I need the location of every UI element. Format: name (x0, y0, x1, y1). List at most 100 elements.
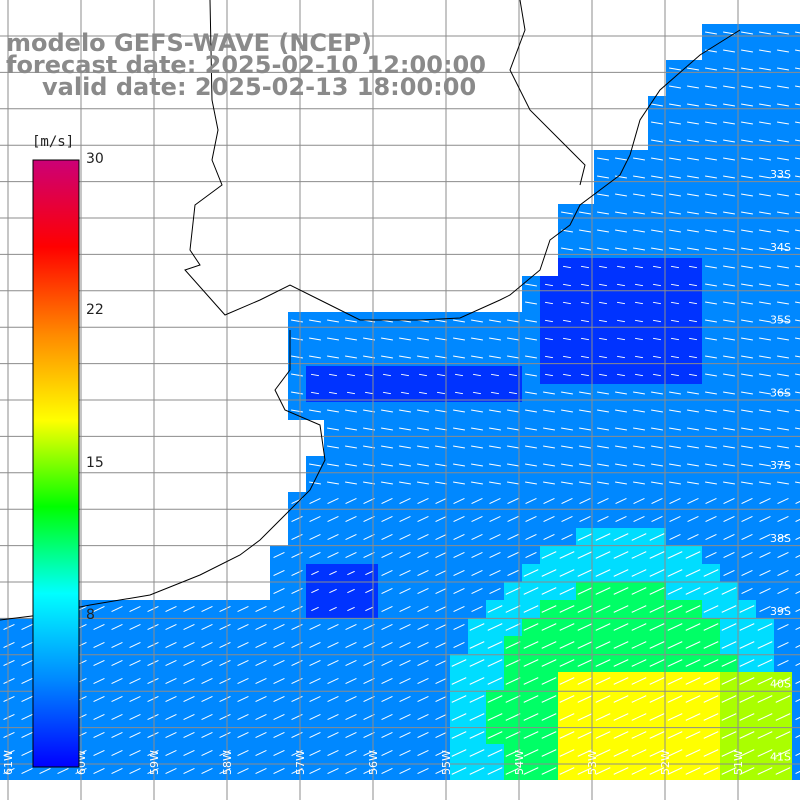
wind-arrow (3, 732, 15, 738)
wind-arrow (777, 85, 789, 89)
wind-arrow (469, 677, 485, 685)
wind-arrow (759, 49, 771, 53)
wind-arrow (399, 750, 411, 756)
wind-arrow (615, 157, 627, 161)
wind-arrow (381, 624, 393, 630)
wind-arrow (595, 569, 611, 577)
wind-arrow (273, 768, 285, 774)
wind-arrow (523, 623, 539, 631)
wind-arrow (613, 587, 629, 595)
wind-arrow (487, 677, 503, 685)
wind-arrow (417, 516, 429, 522)
wind-arrow (705, 67, 717, 71)
wind-speed-cells (0, 24, 800, 780)
wind-arrow (651, 229, 663, 233)
wind-arrow (505, 677, 521, 685)
wind-cell (792, 456, 800, 474)
wind-arrow (327, 463, 339, 467)
wind-arrow (505, 731, 521, 739)
wind-arrow (795, 337, 800, 340)
wind-arrow (561, 516, 573, 522)
lat-label: 35S (770, 314, 791, 327)
wind-arrow (616, 283, 626, 287)
wind-arrow (705, 391, 717, 395)
wind-arrow (3, 678, 15, 684)
wind-arrow (345, 534, 357, 540)
wind-arrow (435, 355, 447, 359)
wind-arrow (795, 121, 800, 124)
wind-arrow (399, 445, 411, 449)
wind-arrow (634, 355, 644, 359)
wind-arrow (165, 678, 177, 684)
wind-arrow (723, 139, 735, 143)
wind-arrow (147, 642, 159, 648)
wind-arrow (703, 623, 719, 631)
wind-arrow (669, 463, 681, 467)
wind-arrow (741, 409, 753, 413)
lon-label: 52W (659, 750, 672, 775)
wind-arrow (453, 624, 465, 630)
wind-arrow (237, 624, 249, 630)
wind-arrow (381, 445, 393, 449)
wind-cell (792, 240, 800, 258)
wind-arrow (723, 67, 735, 71)
wind-arrow (453, 534, 465, 540)
wind-arrow (723, 463, 735, 467)
wind-arrow (435, 696, 447, 702)
wind-arrow (309, 624, 321, 630)
wind-arrow (417, 534, 429, 540)
wind-arrow (559, 713, 575, 721)
wind-arrow (669, 229, 681, 233)
wind-arrow (291, 337, 303, 341)
wind-arrow (291, 714, 303, 720)
wind-arrow (705, 193, 717, 197)
wind-arrow (147, 678, 159, 684)
wind-arrow (723, 516, 735, 522)
wind-arrow (435, 463, 447, 467)
wind-arrow (579, 391, 591, 395)
wind-arrow (309, 516, 321, 522)
wind-arrow (523, 587, 539, 595)
wind-arrow (688, 301, 698, 305)
wind-arrow (453, 642, 465, 648)
wind-arrow (705, 229, 717, 233)
wind-arrow (705, 301, 717, 305)
wind-arrow (631, 677, 647, 685)
wind-cell (792, 312, 800, 330)
wind-arrow (562, 319, 572, 323)
lon-label: 55W (440, 750, 453, 775)
wind-arrow (3, 768, 15, 774)
wind-cell (792, 762, 800, 780)
wind-arrow (795, 319, 800, 322)
wind-arrow (525, 481, 537, 485)
wind-arrow (595, 731, 611, 739)
wind-arrow (382, 391, 392, 395)
wind-arrow (541, 569, 557, 577)
wind-arrow (183, 768, 195, 774)
wind-arrow (435, 534, 447, 540)
wind-arrow (633, 516, 645, 522)
wind-arrow (685, 767, 701, 775)
wind-arrow (111, 660, 123, 666)
wind-arrow (417, 570, 429, 576)
wind-arrow (723, 409, 735, 413)
wind-arrow (327, 427, 339, 431)
wind-arrow (703, 749, 719, 757)
wind-arrow (597, 229, 609, 233)
wind-arrow (255, 678, 267, 684)
wind-arrow (795, 644, 800, 648)
wind-arrow (687, 247, 699, 251)
wind-arrow (147, 768, 159, 774)
wind-arrow (327, 337, 339, 341)
wind-cell (792, 654, 800, 672)
wind-arrow (129, 624, 141, 630)
wind-arrow (705, 516, 717, 522)
wind-arrow (795, 409, 800, 412)
wind-arrow (667, 641, 683, 649)
wind-arrow (723, 265, 735, 269)
wind-arrow (741, 391, 753, 395)
wind-arrow (311, 606, 319, 612)
wind-arrow (613, 551, 629, 559)
wind-arrow (345, 337, 357, 341)
wind-arrow (3, 660, 15, 666)
